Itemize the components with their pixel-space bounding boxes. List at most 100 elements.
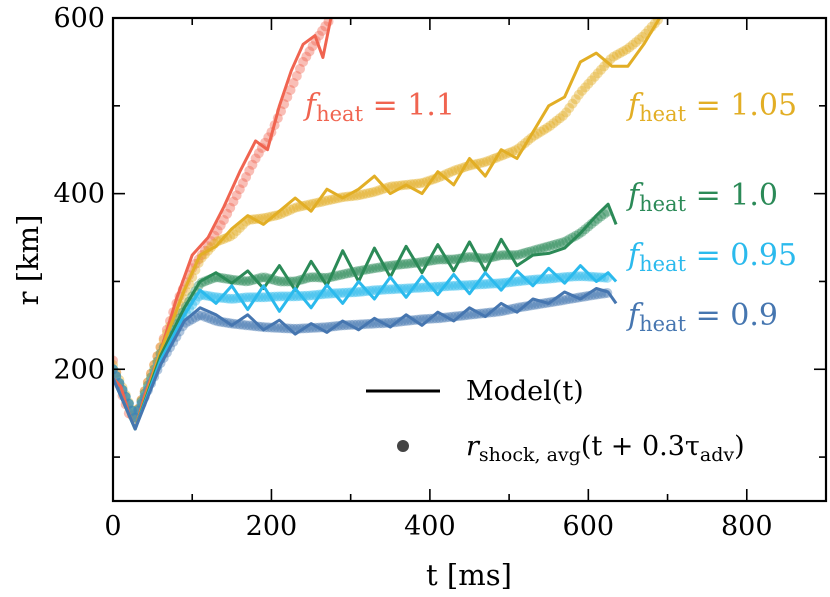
dot-f0.95	[225, 293, 236, 304]
dot-f0.95	[386, 284, 397, 295]
dot-f1.1	[241, 172, 252, 182]
dot-f1.0	[276, 276, 286, 287]
dot-f1.05	[583, 78, 594, 89]
dot-f1.0	[558, 237, 568, 248]
dot-f1.0	[520, 247, 530, 258]
dot-f1.05	[374, 185, 385, 196]
dot-f1.0	[542, 241, 553, 252]
dot-f1.05	[554, 113, 565, 124]
dot-f1.0	[333, 270, 343, 281]
y-axis-label: r [km]	[11, 215, 45, 306]
dot-f1.05	[285, 204, 296, 215]
dot-f1.0	[367, 263, 378, 274]
legend-shock-main: r	[466, 431, 481, 462]
dot-f1.1	[253, 148, 264, 159]
dot-f1.05	[478, 157, 489, 168]
dot-f1.05	[573, 89, 584, 100]
dot-f0.9	[241, 320, 252, 331]
y-tick-label: 200	[53, 354, 105, 385]
dot-f1.05	[561, 107, 572, 118]
dot-f1.0	[307, 272, 318, 283]
dot-f1.0	[339, 269, 350, 280]
dot-f1.05	[323, 195, 334, 206]
plot-frame	[111, 16, 828, 503]
dot-f1.05	[415, 178, 426, 189]
dot-f0.9	[497, 306, 508, 316]
dot-f1.0	[462, 252, 473, 263]
dot-f0.9	[592, 289, 603, 300]
series-label-0.9: fheat = 0.9	[626, 298, 778, 336]
label-sub: heat	[316, 102, 363, 126]
dot-f1.0	[342, 268, 353, 279]
series-label-0.95: fheat = 0.95	[626, 238, 797, 276]
legend-shock-sub: shock, avg	[479, 444, 581, 466]
dot-f1.05	[288, 203, 299, 214]
dot-f1.05	[447, 166, 458, 177]
label-sub: heat	[639, 102, 686, 126]
legend-shock-close: )	[734, 431, 745, 462]
legend-shock-label: rshock, avg(t + 0.3τadv)	[466, 431, 745, 466]
dot-f1.0	[494, 250, 505, 261]
dot-f1.05	[364, 187, 375, 198]
label-value: = 1.0	[686, 178, 778, 213]
dot-f1.1	[307, 41, 318, 52]
dot-f1.0	[513, 249, 524, 260]
dot-f1.0	[336, 269, 347, 280]
dot-f0.95	[447, 280, 458, 291]
dot-f0.95	[450, 280, 461, 291]
dot-f1.05	[535, 126, 546, 137]
dot-f1.1	[291, 71, 302, 81]
dot-f1.1	[113, 367, 122, 378]
dot-f1.05	[418, 177, 429, 188]
dot-f1.05	[272, 210, 283, 221]
dot-f0.95	[256, 292, 267, 303]
dot-f0.9	[421, 314, 432, 324]
dot-f1.05	[510, 145, 521, 156]
dot-f1.1	[288, 78, 299, 88]
model-line-f0.9	[113, 287, 618, 431]
dot-f1.05	[291, 202, 302, 213]
dot-f1.05	[564, 103, 575, 113]
dot-f0.95	[513, 276, 524, 287]
dot-f0.9	[199, 311, 210, 322]
dot-f1.05	[634, 34, 644, 45]
dot-f1.05	[475, 158, 486, 169]
dot-f0.95	[481, 279, 492, 289]
dot-f1.1	[222, 208, 233, 219]
dot-f0.95	[336, 288, 347, 298]
dot-f1.05	[627, 39, 638, 50]
dot-f1.1	[218, 215, 229, 225]
lines-layer	[113, 18, 661, 431]
dots-layer	[113, 18, 663, 423]
dot-f1.0	[535, 243, 546, 254]
dot-f1.1	[237, 178, 248, 189]
dot-f1.1	[244, 165, 255, 176]
label-sub: heat	[639, 312, 686, 336]
dot-f1.1	[285, 85, 296, 95]
dot-f0.9	[244, 320, 255, 331]
dot-f0.95	[418, 282, 429, 293]
dot-f1.0	[241, 276, 252, 287]
dot-f0.9	[494, 306, 505, 317]
dot-f1.05	[386, 181, 397, 192]
dot-f0.9	[193, 310, 204, 321]
dot-f0.95	[415, 282, 426, 293]
dot-f1.05	[545, 120, 556, 131]
dot-f1.1	[250, 153, 261, 164]
dot-f1.05	[589, 71, 600, 82]
dot-f1.05	[558, 110, 568, 121]
label-value: = 1.05	[686, 88, 797, 123]
dot-f0.95	[542, 273, 553, 284]
label-value: = 0.95	[686, 238, 797, 273]
dot-f1.0	[551, 239, 562, 250]
dot-f1.0	[516, 248, 527, 259]
dot-f0.95	[364, 285, 375, 296]
dot-f1.05	[361, 188, 372, 199]
dot-f1.0	[304, 272, 315, 283]
dot-f1.05	[551, 115, 562, 126]
dot-f1.05	[450, 165, 461, 176]
dot-f0.95	[383, 284, 394, 295]
dot-f1.05	[371, 186, 381, 197]
dot-f1.1	[295, 63, 305, 74]
dot-f1.05	[113, 359, 118, 370]
